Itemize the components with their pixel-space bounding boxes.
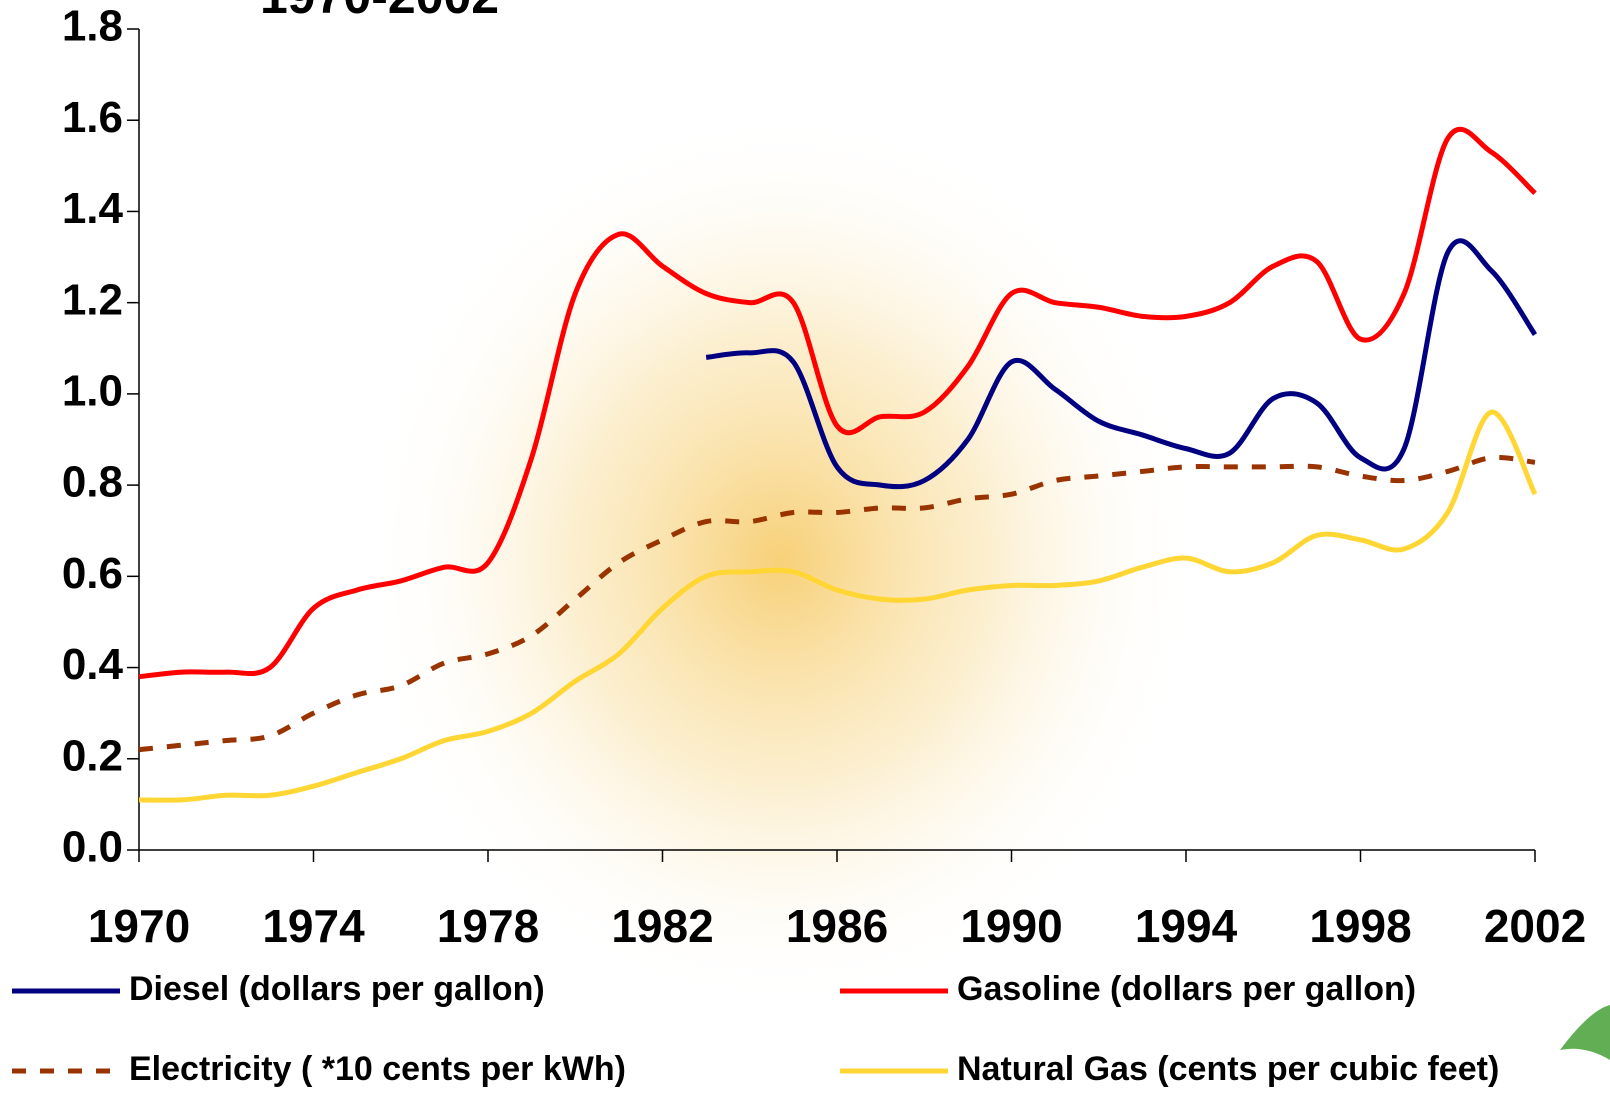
background-glow [360,110,1200,1010]
y-tick-label: 0.4 [62,640,124,689]
chart-title: 1970-2002 [260,0,499,24]
x-tick-label: 1986 [786,900,888,952]
leaf-decoration [1560,1005,1610,1060]
legend-label: Electricity ( *10 cents per kWh) [129,1050,626,1088]
y-tick-label: 0.2 [62,731,123,780]
x-tick-label: 1994 [1135,900,1238,952]
y-tick-label: 1.6 [62,93,123,142]
x-tick-label: 1998 [1309,900,1411,952]
y-tick-label: 0.0 [62,823,123,872]
x-tick-label: 1990 [960,900,1062,952]
y-tick-label: 1.0 [62,367,123,416]
series-line [138,454,1536,753]
x-tick-label: 2002 [1484,900,1586,952]
legend-label: Natural Gas (cents per cubic feet) [957,1050,1499,1088]
x-tick-label: 1982 [611,900,713,952]
y-tick-label: 0.6 [62,549,123,598]
legend-label: Diesel (dollars per gallon) [129,970,545,1008]
series-line [705,238,1538,490]
legend-label: Gasoline (dollars per gallon) [957,970,1416,1008]
x-tick-label: 1970 [88,900,190,952]
y-tick-label: 1.2 [62,275,123,324]
y-tick-label: 0.8 [62,458,123,507]
y-tick-label: 1.4 [62,184,124,233]
x-tick-label: 1978 [437,900,539,952]
x-tick-label: 1974 [262,900,365,952]
y-tick-label: 1.8 [62,2,123,51]
series-line [138,409,1538,803]
series-line [138,127,1537,680]
